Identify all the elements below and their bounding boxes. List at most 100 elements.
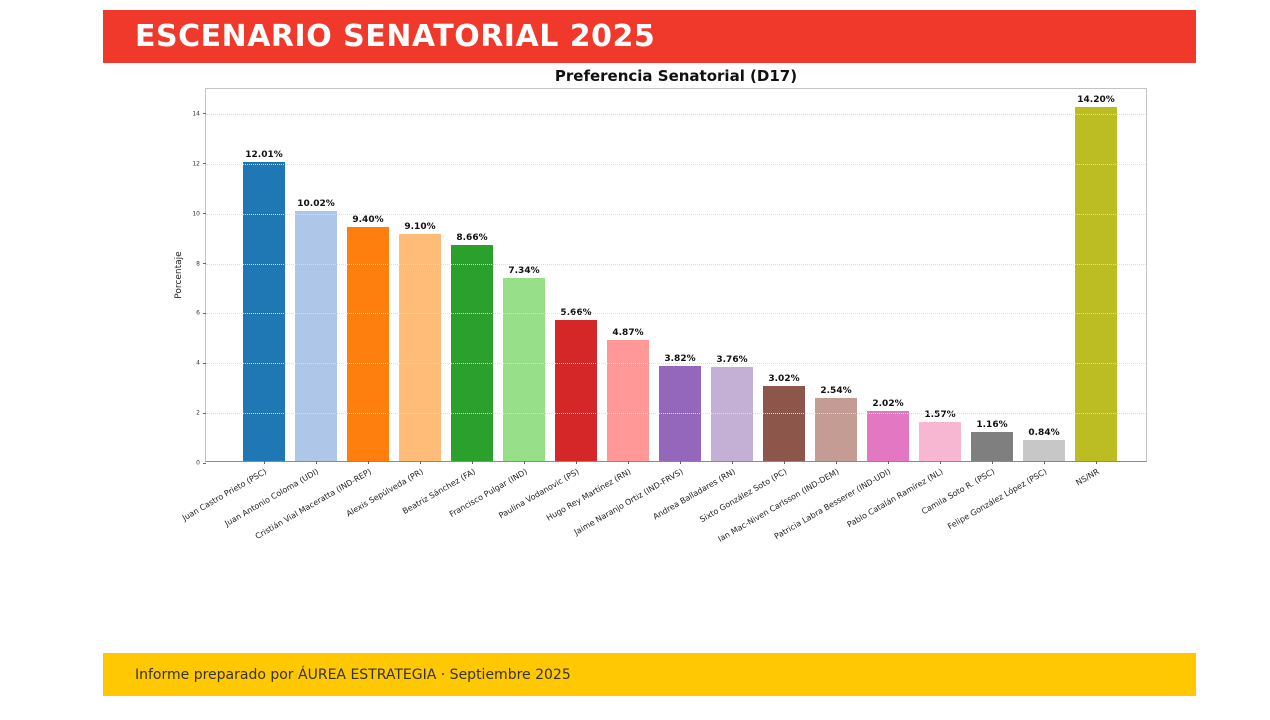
bar-slot: 1.16% Camila Soto R. (PSC) [920,89,1018,516]
x-tick-label: Felipe González López (PSC) [946,467,1049,532]
x-tick-mark [576,461,577,464]
bar-slot: 14.20% NS/NR [1070,89,1122,487]
bar [971,432,1013,461]
bar-value-label: 3.82% [664,353,696,364]
bar [867,410,909,461]
bar-value-label: 1.57% [924,409,956,420]
bar-slot: 3.02% Sixto González Soto (PC) [698,89,810,524]
y-tick-mark [203,263,206,265]
bar [763,385,805,461]
y-tick-label: 8 [196,260,200,268]
x-tick-mark [420,461,421,464]
bar [607,339,649,461]
x-tick-mark [1044,461,1045,464]
y-tick-label: 0 [196,459,200,467]
bar-slot: 5.66% Paulina Vodanovic (PS) [497,89,602,520]
x-tick-mark [628,461,629,464]
y-tick-label: 12 [192,160,200,168]
bar-value-label: 3.02% [768,373,800,384]
x-tick-label: NS/NR [1074,467,1101,488]
bar-value-label: 2.02% [872,398,904,409]
x-tick-label: Jaime Naranjo Ortiz (IND-FRVS) [572,467,685,537]
bar-slot: 7.34% Francisco Pulgar (IND) [447,89,550,519]
bar-value-label: 3.76% [716,355,748,366]
y-tick-mark [203,213,206,215]
bar-value-label: 10.02% [297,199,335,210]
bar [451,245,493,461]
bar-value-label: 5.66% [560,307,592,318]
plot-area: Porcentaje 12.01% Juan Castro Prieto (PSC… [174,88,1147,544]
bar-slot: 9.10% Alexis Sepúlveda (PR) [344,89,446,518]
x-tick-label: Sixto González Soto (PC) [698,467,789,525]
bar-slot: 4.87% Hugo Rey Martínez (RN) [545,89,654,523]
gridline [206,263,1146,265]
bar-value-label: 9.40% [352,214,384,225]
gridline [206,113,1146,115]
bar [815,397,857,461]
bar [711,367,753,461]
x-tick-mark [368,461,369,464]
x-tick-label: Hugo Rey Martínez (RN) [544,467,633,523]
gridline [206,163,1146,165]
gridline [206,413,1146,415]
bar [347,226,389,461]
bar-value-label: 12.01% [245,149,283,160]
bar [295,211,337,461]
y-tick-mark [203,312,206,314]
bar-slot: 3.76% Andrea Balladares (RN) [651,89,758,521]
gridline [206,213,1146,215]
x-tick-label: Juan Antonio Coloma (UDI) [223,467,321,529]
bar-slot: 10.02% Juan Antonio Coloma (UDI) [224,89,342,528]
bar-value-label: 4.87% [612,327,644,338]
bar-value-label: 1.16% [976,420,1008,431]
bar [919,421,961,461]
x-tick-mark [992,461,993,464]
x-tick-mark [524,461,525,464]
x-tick-mark [472,461,473,464]
x-tick-label: Pablo Catalán Ramírez (NL) [845,467,945,530]
chart-title: Preferencia Senatorial (D17) [554,67,798,85]
x-tick-label: Juan Castro Prieto (PSC) [181,467,269,523]
y-tick-mark [203,163,206,165]
bar [1023,440,1065,461]
x-tick-mark [732,461,733,464]
y-axis-label: Porcentaje [174,251,184,299]
bar [243,161,285,461]
bar-value-label: 14.20% [1077,94,1115,105]
bar [399,234,441,461]
bar-slot: 3.82% Jaime Naranjo Ortiz (IND-FRVS) [572,89,706,537]
y-tick-label: 6 [196,309,200,317]
y-tick-label: 10 [192,210,200,218]
y-tick-label: 14 [192,110,200,118]
bar-value-label: 8.66% [456,233,488,244]
x-tick-mark [316,461,317,464]
bar-slot: 2.54% Ian Mac-Niven Carlsson (IND-DEM) [716,89,862,544]
bar-slot: 9.40% Cristián Vial Maceratta (IND-REP) [253,89,394,541]
x-tick-mark [836,461,837,464]
bar [503,278,545,461]
bar-slot: 2.02% Patricia Labra Besserer (IND-UDI) [773,89,914,541]
bar-value-label: 7.34% [508,266,540,276]
bar [1075,106,1117,461]
x-tick-mark [1096,461,1097,464]
y-tick-label: 2 [196,409,200,417]
x-tick-mark [680,461,681,464]
gridline [206,313,1146,315]
bar-slot: 12.01% Juan Castro Prieto (PSC) [181,89,290,523]
bar [555,319,597,461]
x-tick-mark [940,461,941,464]
y-tick-mark [203,412,206,414]
bars-container: 12.01% Juan Castro Prieto (PSC) 10.02% Juan… [181,89,1146,544]
bar-value-label: 0.84% [1028,428,1060,439]
y-tick-mark [203,113,206,115]
bar-slot: 0.84% Felipe González López (PSC) [946,89,1070,531]
y-tick-label: 4 [196,359,200,367]
bar-value-label: 2.54% [820,385,852,396]
y-tick-mark [203,362,206,364]
header-banner: ESCENARIO SENATORIAL 2025 [103,10,1196,63]
x-tick-mark [888,461,889,464]
y-tick-mark [203,462,206,464]
gridline [206,363,1146,365]
x-tick-mark [264,461,265,464]
